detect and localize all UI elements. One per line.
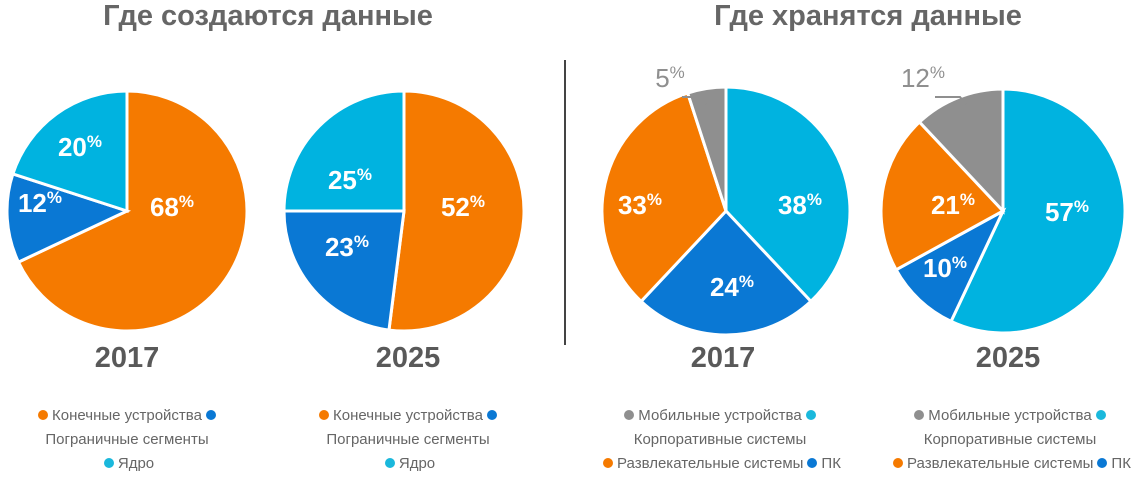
title-created: Где создаются данные — [103, 0, 433, 32]
legend-label: Мобильные устройства — [638, 407, 802, 424]
leader-line — [935, 96, 967, 105]
pie-slice-blue — [282, 209, 406, 332]
legend-label: Развлекательные системы — [907, 455, 1094, 472]
data-label: 12% — [901, 63, 945, 93]
legend-label: Корпоративные системы — [633, 431, 807, 448]
legend-label: Ядро — [398, 455, 436, 472]
legend-dot-orange — [893, 458, 904, 468]
data-label: 20% — [58, 132, 102, 162]
pie-slice-cyan — [724, 85, 852, 304]
legend-4: Мобильные устройства Корпоративные систе… — [860, 404, 1142, 476]
legend-dot-cyan — [103, 458, 114, 468]
legend-label: ПК — [1111, 455, 1131, 472]
pie-slice-gray — [685, 85, 728, 212]
legend-label: Конечные устройства — [52, 407, 202, 424]
pie-slice-cyan — [949, 87, 1127, 335]
legend-label: Пограничные сегменты — [45, 431, 209, 448]
pie-slice-orange — [600, 91, 728, 304]
year-label-3: 2017 — [690, 342, 756, 374]
legend-dot-orange — [38, 410, 49, 420]
data-label: 52% — [441, 192, 485, 222]
divider — [564, 60, 566, 345]
data-label: 5% — [655, 63, 685, 93]
legend-dot-cyan — [1095, 410, 1106, 420]
pie-slice-orange — [16, 89, 249, 333]
data-label: 25% — [328, 165, 372, 195]
data-label: 57% — [1045, 197, 1089, 227]
legend-3: Мобильные устройства Корпоративные систе… — [570, 404, 870, 476]
pie-4: 57% 10% 21% 12% — [879, 63, 1127, 335]
pie-slice-blue — [638, 208, 814, 337]
legend-dot-orange — [319, 410, 330, 420]
data-label: 21% — [931, 190, 975, 220]
legend-1: Конечные устройства Пограничные сегменты… — [0, 404, 277, 476]
legend-dot-blue — [807, 458, 818, 468]
pie-slice-blue — [5, 172, 132, 265]
pie-slice-orange — [879, 119, 1006, 272]
data-label: 33% — [618, 190, 662, 220]
pie-2: 52% 23% 25% — [282, 89, 526, 333]
legend-label: Конечные устройства — [333, 407, 483, 424]
pie-3: 38% 24% 33% 5% — [600, 63, 852, 337]
pie-slice-orange — [387, 89, 526, 333]
legend-dot-blue — [1097, 458, 1108, 468]
data-label: 10% — [923, 253, 967, 283]
legend-label: Корпоративные системы — [923, 431, 1097, 448]
title-stored: Где хранятся данные — [714, 0, 1022, 32]
legend-label: ПК — [821, 455, 841, 472]
legend-label: Мобильные устройства — [928, 407, 1092, 424]
data-label: 68% — [150, 192, 194, 222]
legend-dot-gray — [624, 410, 635, 420]
legend-dot-gray — [914, 410, 925, 420]
legend-dot-cyan — [805, 410, 816, 420]
legend-dot-cyan — [384, 458, 395, 468]
pie-slice-cyan — [10, 89, 129, 214]
legend-dot-blue — [205, 410, 216, 420]
pie-1: 68% 12% 20% — [5, 89, 249, 333]
data-label: 38% — [778, 190, 822, 220]
data-label: 24% — [710, 272, 754, 302]
year-label-2: 2025 — [375, 342, 441, 374]
legend-label: Пограничные сегменты — [326, 431, 490, 448]
legend-label: Развлекательные системы — [617, 455, 804, 472]
data-label: 12% — [18, 188, 62, 218]
leader-line — [682, 96, 707, 105]
data-label: 23% — [325, 232, 369, 262]
legend-dot-blue — [486, 410, 497, 420]
legend-label: Ядро — [117, 455, 155, 472]
legend-2: Конечные устройства Пограничные сегменты… — [258, 404, 558, 476]
legend-dot-orange — [603, 458, 614, 468]
year-label-4: 2025 — [975, 342, 1041, 374]
year-label-1: 2017 — [94, 342, 160, 374]
pie-slice-cyan — [282, 89, 406, 213]
